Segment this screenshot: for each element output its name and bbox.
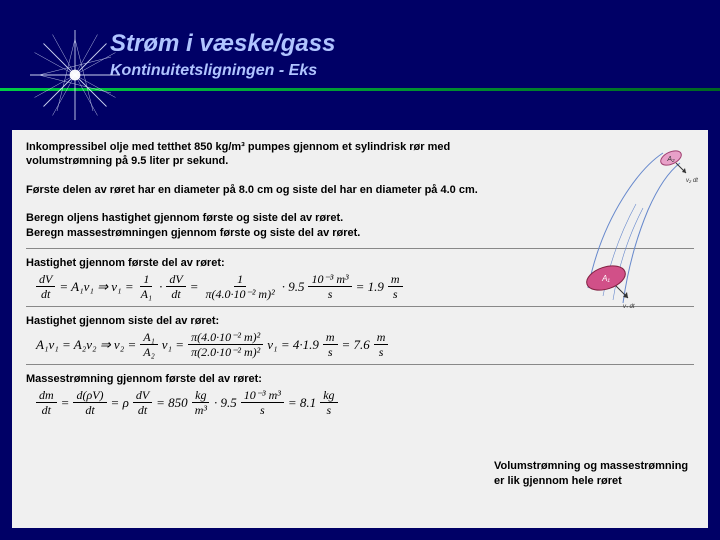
header-divider: [0, 88, 720, 91]
content-panel: A₂ v₂ dt A₁ v₁ dt Inkompressibel olje me…: [12, 130, 708, 528]
divider-3: [26, 364, 694, 365]
problem-line-1: Inkompressibel olje med tetthet 850 kg/m…: [26, 140, 496, 169]
conclusion-note: Volumstrømning og massestrømning er lik …: [494, 459, 694, 488]
svg-text:v₁ dt: v₁ dt: [623, 304, 635, 308]
section-3-label: Massestrømning gjennom første del av rør…: [26, 373, 694, 385]
equation-v2: A₁v₁ = A₂v₂ ⇒ v₂ = A₁A₂ v₁ = π(4.0·10⁻² …: [36, 331, 694, 358]
equation-dm: dmdt = d(ρV)dt = ρ dVdt = 850 kgm³ · 9.5…: [36, 389, 694, 416]
problem-line-2: Første delen av røret har en diameter på…: [26, 183, 496, 197]
svg-text:A₁: A₁: [601, 274, 610, 283]
problem-line-3: Beregn oljens hastighet gjennom første o…: [26, 211, 496, 225]
problem-line-4: Beregn massestrømningen gjennom første o…: [26, 226, 496, 240]
slide-subtitle: Kontinuitetsligningen - Eks: [110, 62, 720, 80]
svg-text:A₂: A₂: [666, 156, 675, 163]
svg-text:v₂ dt: v₂ dt: [686, 178, 698, 184]
section-2-label: Hastighet gjennom siste del av røret:: [26, 315, 694, 327]
problem-statement: Inkompressibel olje med tetthet 850 kg/m…: [26, 140, 496, 240]
slide-title: Strøm i væske/gass: [110, 30, 720, 58]
pipe-diagram: A₂ v₂ dt A₁ v₁ dt: [568, 138, 698, 308]
slide-header: Strøm i væske/gass Kontinuitetsligningen…: [0, 0, 720, 80]
